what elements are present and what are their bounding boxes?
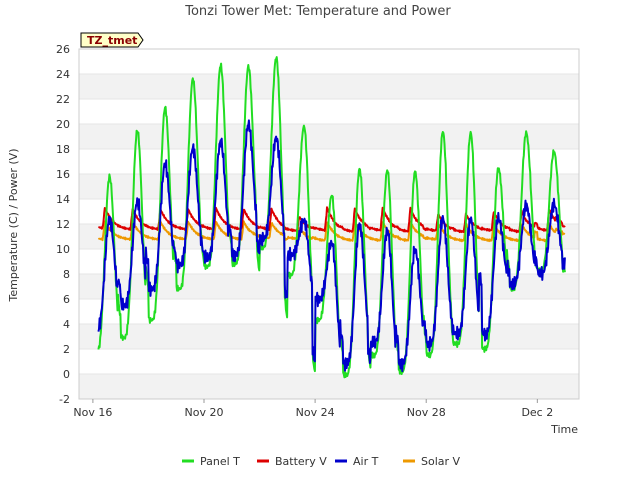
y-tick-label: 6 <box>63 293 70 306</box>
series-line-battery-v <box>98 206 566 234</box>
legend-label: Battery V <box>275 455 327 468</box>
site-tag-box <box>80 32 144 48</box>
legend-label: Air T <box>353 455 379 468</box>
y-tick-label: 14 <box>56 193 70 206</box>
grid-band <box>79 324 579 349</box>
y-tick-label: 8 <box>63 268 70 281</box>
site-tag: TZ_tmet <box>80 32 144 48</box>
grid-band <box>79 74 579 99</box>
grid-band <box>79 374 579 399</box>
y-axis-title: Temperature (C) / Power (V) <box>7 148 20 302</box>
legend-label: Panel T <box>200 455 240 468</box>
chart-title: Tonzi Tower Met: Temperature and Power <box>184 4 451 19</box>
legend-label: Solar V <box>421 455 461 468</box>
y-tick-label: 18 <box>56 143 70 156</box>
site-tag-label: TZ_tmet <box>87 34 137 47</box>
y-tick-label: 0 <box>63 368 70 381</box>
x-tick-label: Nov 16 <box>73 406 112 419</box>
y-tick-label: 26 <box>56 43 70 56</box>
plot-border <box>78 48 580 400</box>
series-line-air-t <box>97 119 566 373</box>
x-tick-labels: Nov 16 Nov 20 Nov 24 Nov 28 Dec 2 <box>73 399 553 419</box>
y-tick-label: 12 <box>56 218 70 231</box>
x-axis-title: Time <box>550 423 578 436</box>
x-tick-label: Dec 2 <box>521 406 553 419</box>
y-tick-label: 2 <box>63 343 70 356</box>
y-tick-label: 20 <box>56 118 70 131</box>
x-tick-label: Nov 24 <box>296 406 335 419</box>
series-line-panel-t <box>97 56 566 379</box>
x-tick-label: Nov 20 <box>185 406 224 419</box>
x-tick-label: Nov 28 <box>407 406 446 419</box>
legend: Panel T Battery V Air T Solar V <box>182 455 461 468</box>
y-tick-label: 16 <box>56 168 70 181</box>
grid-band <box>79 274 579 299</box>
y-tick-label: -2 <box>59 393 70 406</box>
y-tick-label: 22 <box>56 93 70 106</box>
y-tick-label: 4 <box>63 318 70 331</box>
grid-band <box>79 174 579 199</box>
y-tick-label: 24 <box>56 68 70 81</box>
series-lines <box>97 56 566 379</box>
grid-band <box>79 124 579 149</box>
series-line-solar-v <box>97 220 566 243</box>
y-tick-label: 10 <box>56 243 70 256</box>
